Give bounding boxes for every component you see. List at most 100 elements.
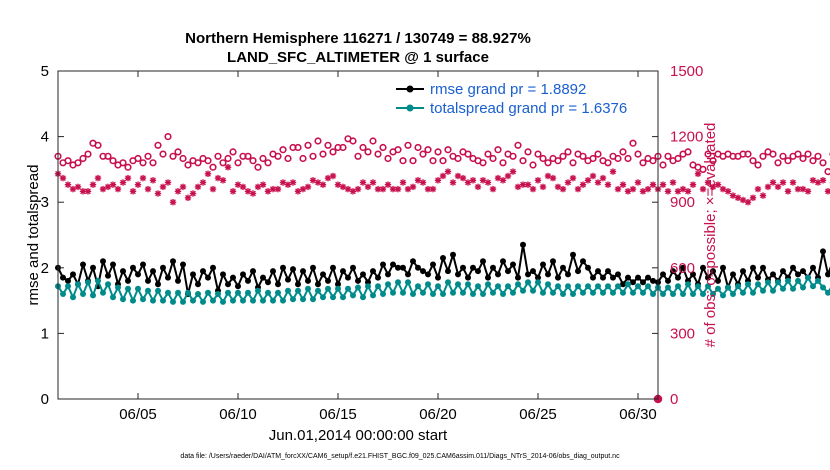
obs-evaluated-point	[359, 179, 367, 186]
data-point-rmse	[160, 264, 166, 271]
obs-evaluated-point	[664, 188, 672, 195]
obs-evaluated-point	[244, 188, 252, 195]
data-point-totalspread	[805, 274, 811, 281]
obs-evaluated-point	[414, 177, 422, 184]
data-point-totalspread	[200, 298, 206, 305]
data-point-totalspread	[720, 292, 726, 299]
data-point-totalspread	[525, 279, 531, 286]
obs-evaluated-point	[404, 185, 412, 193]
obs-evaluated-point	[319, 181, 327, 188]
data-point-totalspread	[275, 289, 281, 296]
obs-evaluated-point	[184, 194, 192, 201]
data-point-totalspread	[505, 283, 511, 290]
obs-possible-point	[759, 152, 767, 160]
data-point-rmse	[770, 271, 776, 278]
obs-possible-point	[94, 141, 102, 149]
data-point-rmse	[110, 261, 116, 268]
data-point-rmse	[405, 271, 411, 278]
obs-possible-point	[684, 148, 692, 156]
data-point-totalspread	[65, 283, 71, 290]
data-point-rmse	[245, 277, 251, 284]
obs-possible-point	[374, 150, 382, 158]
data-point-rmse	[580, 258, 586, 265]
data-point-rmse	[585, 264, 591, 271]
data-point-rmse	[795, 271, 801, 278]
data-point-totalspread	[445, 279, 451, 286]
obs-evaluated-point	[539, 183, 547, 191]
data-point-rmse	[290, 266, 296, 273]
data-point-rmse	[210, 264, 216, 271]
data-point-rmse	[375, 274, 381, 281]
obs-possible-point	[794, 150, 802, 158]
data-point-rmse	[720, 264, 726, 271]
legend-label-totalspread: totalspread grand pr = 1.6376	[430, 100, 627, 117]
data-point-rmse	[435, 274, 441, 281]
data-point-rmse	[600, 274, 606, 281]
data-point-rmse	[555, 274, 561, 281]
data-point-totalspread	[280, 297, 286, 304]
obs-possible-point	[804, 150, 812, 158]
obs-evaluated-point	[584, 177, 592, 184]
obs-possible-point	[259, 154, 267, 163]
data-point-totalspread	[510, 289, 516, 296]
obs-evaluated-point	[499, 177, 507, 184]
y2-tick-label: 300	[670, 325, 695, 342]
axis-ticks: 06/05 06/10 06/15 06/20 06/25 06/30 0 1 2 3 4 5 0 300…	[41, 63, 704, 423]
data-point-totalspread	[430, 291, 436, 297]
data-point-rmse	[120, 268, 126, 275]
obs-possible-point	[209, 163, 217, 171]
obs-evaluated-point	[479, 177, 487, 184]
data-point-totalspread	[140, 296, 146, 303]
obs-possible-point	[659, 161, 667, 169]
obs-evaluated-point	[324, 174, 332, 182]
data-point-totalspread	[225, 289, 231, 296]
y-axis-label: rmse and totalspread	[25, 165, 42, 306]
data-point-rmse	[145, 277, 151, 284]
obs-evaluated-point	[649, 181, 657, 188]
data-point-totalspread	[305, 285, 311, 292]
data-point-totalspread	[645, 283, 651, 290]
x-tick-label: 06/25	[519, 406, 557, 423]
data-point-totalspread	[755, 281, 761, 288]
obs-possible-point	[604, 159, 612, 167]
obs-evaluated-point	[74, 183, 82, 191]
data-point-rmse	[750, 264, 756, 271]
obs-evaluated-point	[329, 172, 337, 180]
obs-possible-point	[184, 161, 192, 169]
data-point-totalspread	[570, 291, 576, 297]
obs-evaluated-point	[679, 185, 687, 193]
data-point-rmse	[130, 264, 136, 271]
data-point-rmse	[525, 271, 531, 278]
data-point-rmse	[455, 271, 461, 278]
data-point-totalspread	[405, 279, 411, 286]
obs-evaluated-point	[669, 179, 677, 186]
data-point-rmse	[430, 261, 436, 268]
obs-evaluated-point	[474, 183, 482, 191]
x-tick-label: 06/20	[419, 406, 457, 423]
obs-evaluated-point	[394, 185, 402, 193]
data-point-totalspread	[245, 289, 251, 296]
data-point-totalspread	[415, 283, 421, 290]
obs-possible-point	[519, 157, 527, 165]
data-point-rmse	[515, 274, 521, 281]
obs-evaluated-point	[704, 179, 712, 186]
obs-evaluated-point	[209, 185, 217, 193]
y2-axis-label: # of obs: o=possible; ×=evaluated	[702, 123, 719, 348]
obs-possible-point	[109, 157, 117, 165]
obs-evaluated-point	[514, 183, 522, 191]
data-point-rmse	[150, 268, 156, 275]
data-point-totalspread	[535, 279, 541, 286]
data-point-rmse	[280, 264, 286, 271]
obs-evaluated-point	[554, 183, 562, 191]
data-point-totalspread	[485, 281, 491, 288]
obs-possible-point	[524, 148, 532, 156]
data-point-rmse	[465, 274, 471, 281]
data-point-rmse	[530, 268, 536, 275]
obs-possible-point	[379, 143, 387, 152]
obs-possible-point	[569, 159, 577, 167]
obs-evaluated-point	[684, 188, 692, 195]
data-point-totalspread	[550, 289, 556, 296]
data-point-rmse	[820, 248, 826, 255]
y-tick-label: 2	[41, 260, 49, 277]
plot-marks	[54, 133, 830, 404]
